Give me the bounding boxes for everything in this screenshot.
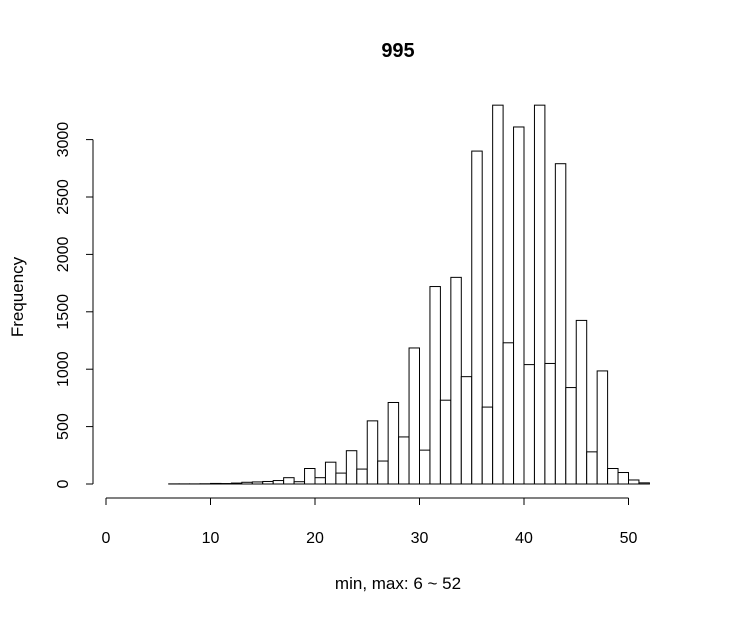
y-tick-label: 500: [55, 413, 72, 440]
histogram-bar: [513, 126, 525, 485]
histogram-bar: [356, 468, 368, 485]
histogram-bar: [471, 150, 483, 485]
y-tick-label: 2000: [55, 237, 72, 273]
y-tick-label: 0: [55, 479, 72, 488]
histogram-bar: [210, 482, 222, 485]
histogram-bar: [450, 276, 462, 485]
histogram-bar: [283, 477, 295, 485]
histogram-bar: [607, 468, 619, 485]
x-tick-label: 40: [515, 530, 533, 547]
histogram-bar: [324, 461, 337, 485]
y-tick-label: 2500: [55, 179, 72, 215]
histogram-bar: [419, 449, 431, 485]
histogram-bar: [502, 342, 515, 485]
histogram-bar: [251, 481, 264, 485]
y-tick-label: 3000: [55, 122, 72, 158]
histogram-bar: [366, 420, 379, 485]
x-tick-label: 20: [306, 530, 324, 547]
histogram-bar: [439, 399, 452, 485]
x-tick-label: 50: [620, 530, 638, 547]
histogram-bar: [335, 472, 347, 485]
x-tick-label: 30: [411, 530, 429, 547]
histogram-bar: [429, 286, 441, 485]
histogram-bar: [377, 460, 389, 485]
y-tick-label: 1000: [55, 351, 72, 387]
histogram-bar: [314, 477, 326, 485]
histogram-bar: [408, 347, 420, 485]
x-tick-label: 0: [102, 530, 111, 547]
bars-group: [168, 104, 650, 485]
histogram-bar: [398, 436, 410, 485]
histogram-bar: [533, 104, 546, 485]
histogram-bar: [304, 468, 316, 485]
histogram-bar: [628, 479, 640, 485]
histogram-bar: [617, 472, 629, 485]
histogram-bar: [460, 376, 473, 485]
x-tick-label: 10: [202, 530, 220, 547]
histogram-bar: [638, 482, 650, 485]
histogram-bar: [345, 450, 358, 485]
histogram-bar: [565, 387, 577, 485]
histogram-bar: [262, 480, 274, 485]
histogram-bar: [586, 451, 598, 485]
histogram-bar: [293, 481, 306, 485]
y-axis-label: Frequency: [8, 256, 27, 337]
y-axis: 0 500 1000 1500 2000 2500 3000: [55, 122, 94, 488]
histogram-bar: [230, 482, 243, 485]
histogram-bar: [272, 480, 285, 485]
y-tick-label: 1500: [55, 294, 72, 330]
histogram-bar: [596, 370, 609, 485]
histogram-bar: [387, 401, 400, 485]
x-axis: 0 10 20 30 40 50: [102, 497, 638, 547]
histogram-bar: [481, 406, 494, 485]
histogram-bar: [575, 319, 588, 485]
histogram-bar: [492, 104, 504, 485]
chart-title: 995: [381, 40, 414, 62]
x-axis-label: min, max: 6 ~ 52: [335, 574, 461, 593]
histogram-bar: [544, 362, 556, 485]
histogram-bar: [241, 481, 253, 485]
histogram-bar: [554, 163, 567, 485]
histogram-bar: [523, 364, 535, 485]
